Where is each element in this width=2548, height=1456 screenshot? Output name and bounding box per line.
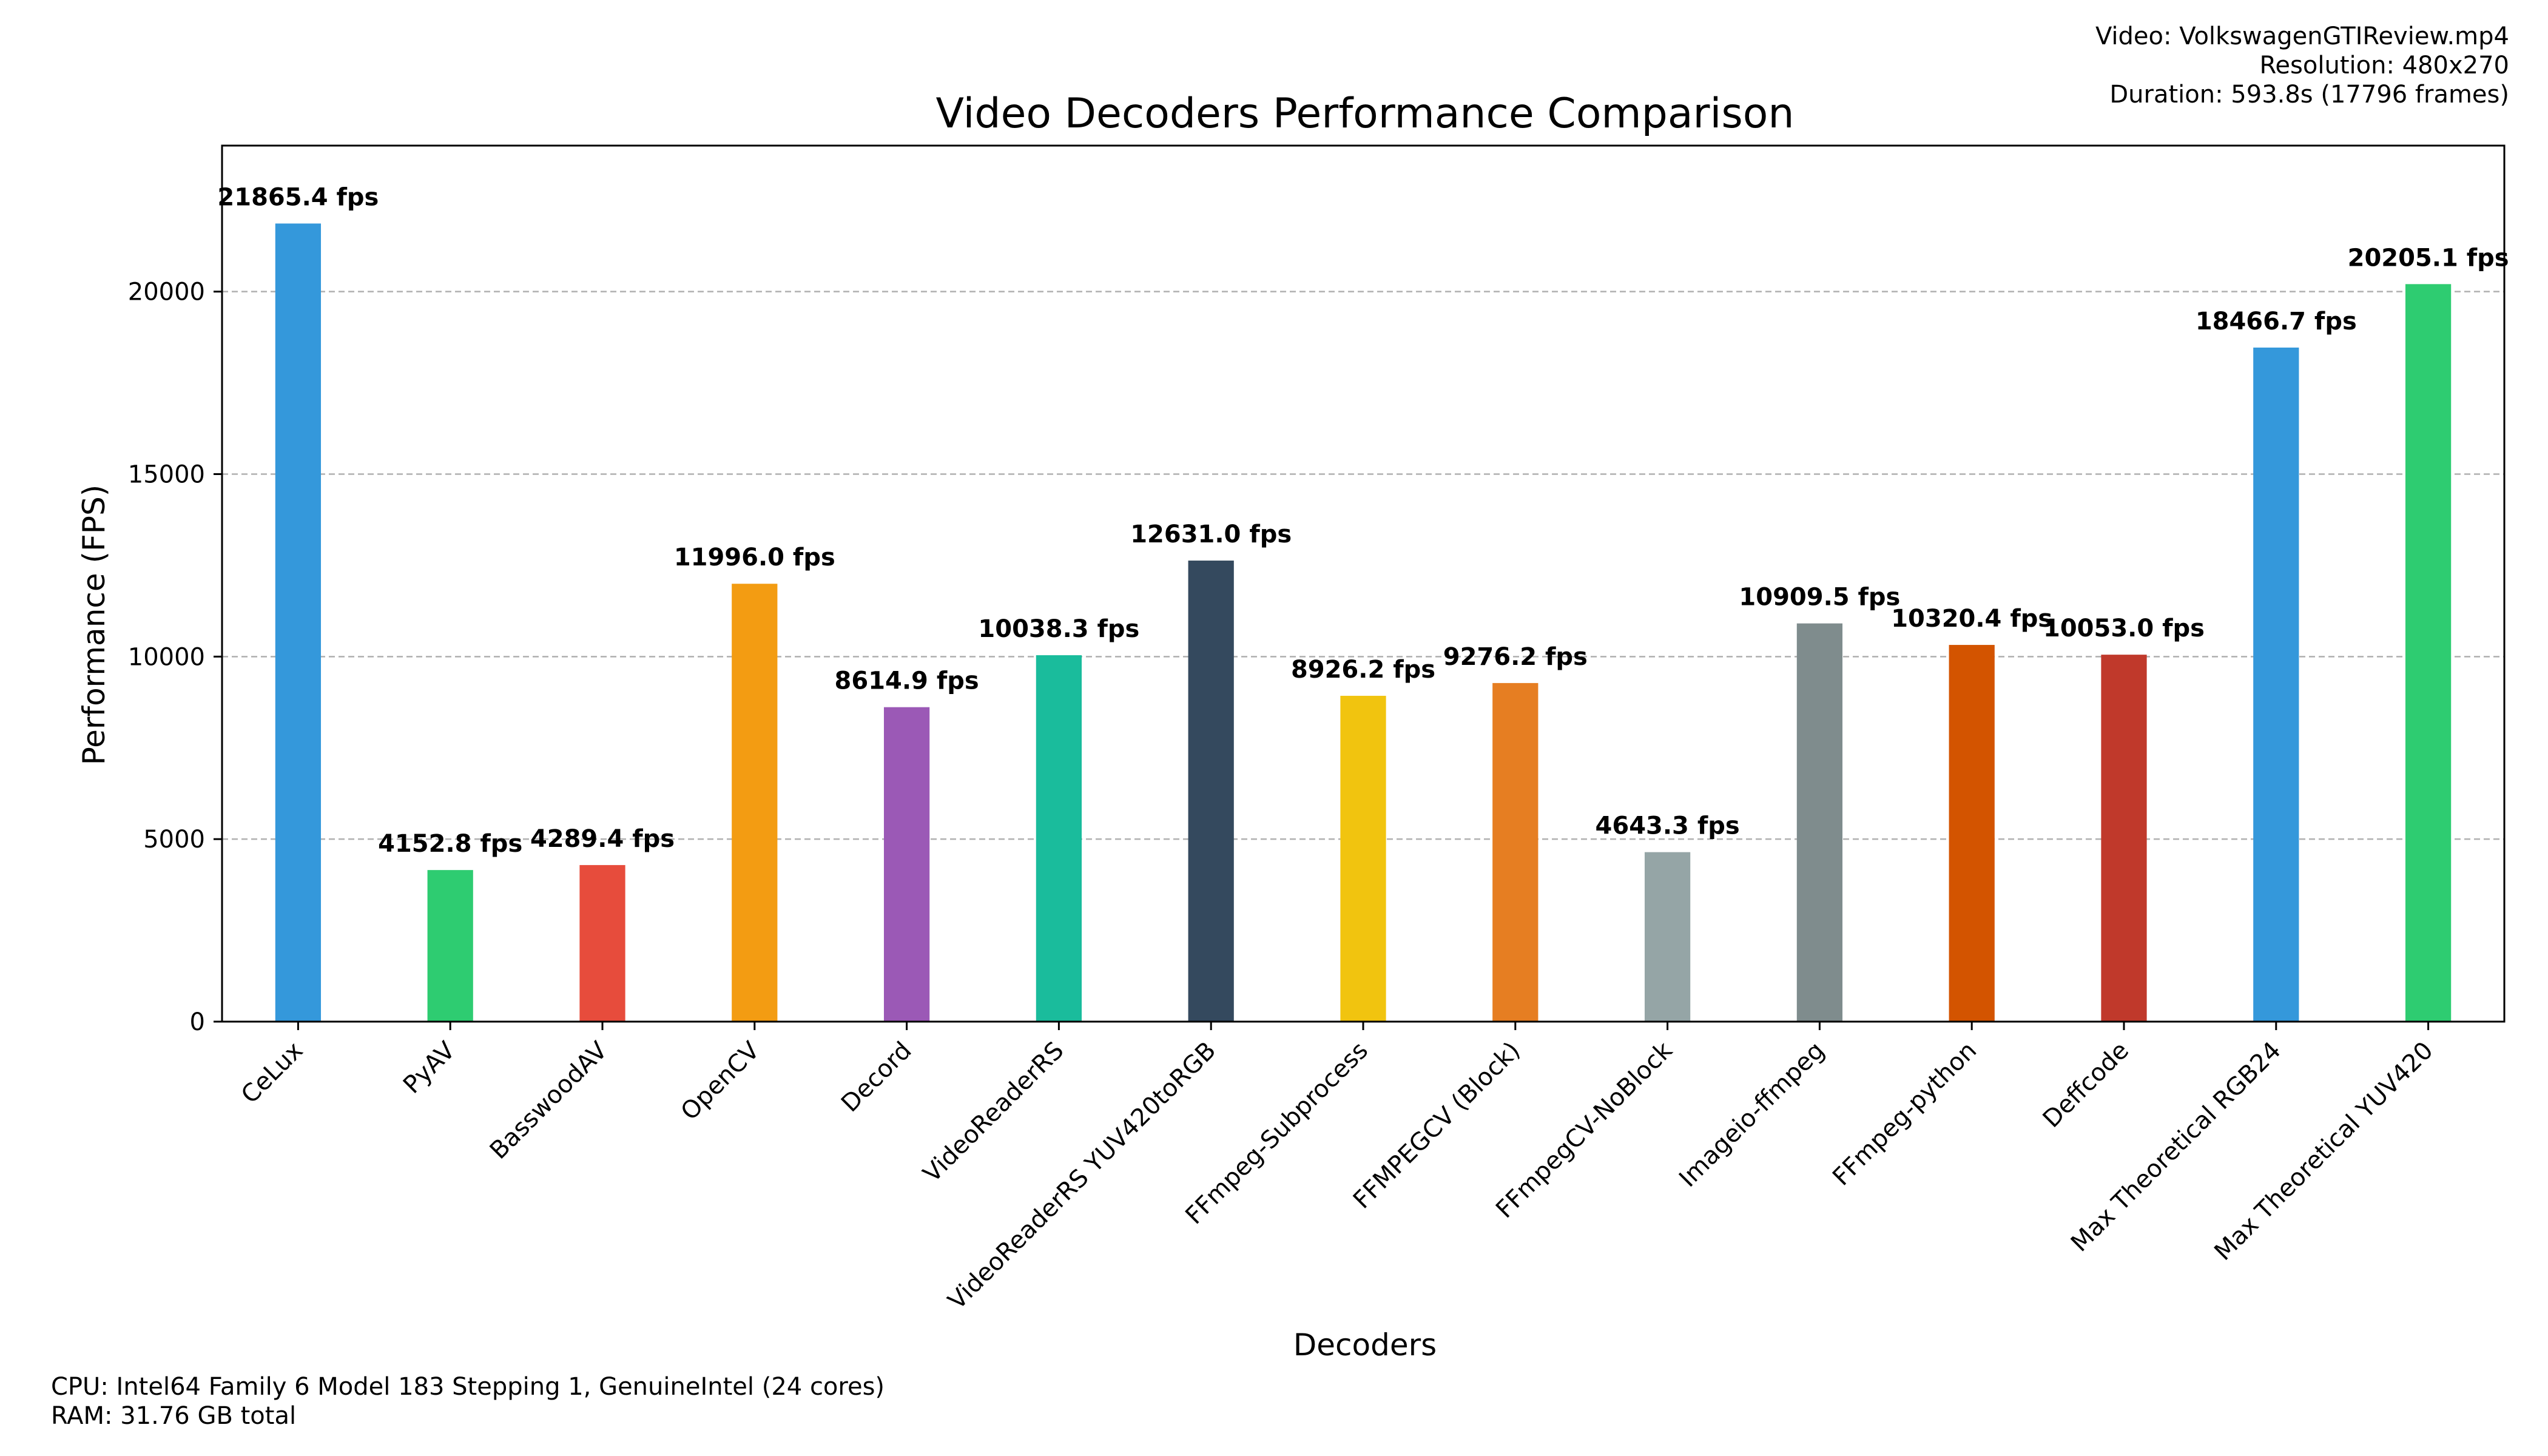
bar-value-label: 4289.4 fps	[530, 825, 675, 853]
bar	[1492, 682, 1539, 1022]
x-tick-label: FFMPEGCV (Block)	[1348, 1037, 1526, 1215]
bar-value-label: 4152.8 fps	[378, 830, 522, 858]
y-tick-label: 20000	[128, 278, 205, 306]
bar	[1036, 655, 1082, 1022]
bar	[2253, 347, 2299, 1022]
system-info: CPU: Intel64 Family 6 Model 183 Stepping…	[51, 1372, 885, 1431]
x-axis-label: Decoders	[1293, 1327, 1437, 1363]
bar-value-label: 11996.0 fps	[674, 544, 835, 571]
bar	[2405, 284, 2452, 1022]
x-tick-label: BasswoodAV	[485, 1036, 613, 1165]
bar	[1340, 695, 1386, 1022]
bar	[427, 870, 473, 1022]
y-axis: 0 5000 10000 15000 20000	[128, 278, 222, 1036]
video-duration: Duration: 593.8s (17796 frames)	[2109, 81, 2509, 109]
x-tick-label: PyAV	[398, 1036, 461, 1099]
bar	[275, 223, 322, 1022]
bar	[1188, 561, 1234, 1022]
bar	[579, 864, 625, 1022]
video-info: Video: VolkswagenGTIReview.mp4 Resolutio…	[2095, 22, 2509, 109]
y-axis-label: Performance (FPS)	[76, 485, 112, 765]
bar	[1644, 852, 1691, 1022]
bar	[1949, 645, 1995, 1022]
bar-value-label: 9276.2 fps	[1443, 643, 1588, 671]
x-axis: CeLux PyAV BasswoodAV OpenCV Decord VideoRead…	[236, 1022, 2439, 1315]
x-tick-label: FFmpegCV-NoBlock	[1491, 1036, 1678, 1224]
bar-value-label: 8926.2 fps	[1291, 656, 1435, 684]
bar-value-label: 8614.9 fps	[835, 667, 979, 695]
bar-value-label: 10909.5 fps	[1739, 584, 1900, 612]
video-file: Video: VolkswagenGTIReview.mp4	[2095, 22, 2509, 50]
chart-title: Video Decoders Performance Comparison	[936, 90, 1795, 138]
y-tick-label: 5000	[143, 826, 205, 854]
bar-value-label: 10038.3 fps	[978, 615, 1139, 643]
x-tick-label: VideoReaderRS	[918, 1037, 1069, 1188]
y-tick-label: 0	[190, 1008, 205, 1036]
bar-value-label: 12631.0 fps	[1130, 521, 1292, 548]
bar-value-label: 18466.7 fps	[2196, 308, 2357, 335]
x-tick-label: Decord	[836, 1037, 917, 1118]
bar	[732, 584, 778, 1022]
x-tick-label: CeLux	[236, 1037, 309, 1110]
video-resolution: Resolution: 480x270	[2259, 52, 2509, 79]
bar	[883, 707, 930, 1022]
bar-value-label: 4643.3 fps	[1596, 812, 1740, 840]
cpu-info: CPU: Intel64 Family 6 Model 183 Stepping…	[51, 1373, 885, 1401]
bars	[275, 223, 2452, 1022]
x-tick-label: OpenCV	[676, 1036, 766, 1126]
x-tick-label: Deffcode	[2038, 1037, 2134, 1133]
bar-value-label: 10053.0 fps	[2043, 615, 2205, 642]
x-tick-label: FFmpeg-python	[1827, 1037, 1982, 1191]
bar	[1796, 623, 1843, 1022]
value-labels: 21865.4 fps 4152.8 fps 4289.4 fps 11996.0 f…	[217, 183, 2509, 858]
y-tick-label: 15000	[128, 461, 205, 489]
x-tick-label: Imageio-ffmpeg	[1674, 1037, 1830, 1193]
bar-value-label: 20205.1 fps	[2348, 244, 2509, 272]
bar-value-label: 21865.4 fps	[217, 183, 379, 211]
bar	[2101, 655, 2147, 1022]
y-tick-label: 10000	[128, 643, 205, 671]
ram-info: RAM: 31.76 GB total	[51, 1402, 297, 1430]
bar-value-label: 10320.4 fps	[1891, 605, 2052, 633]
x-tick-label: VideoReaderRS YUV420toRGB	[943, 1037, 1221, 1315]
